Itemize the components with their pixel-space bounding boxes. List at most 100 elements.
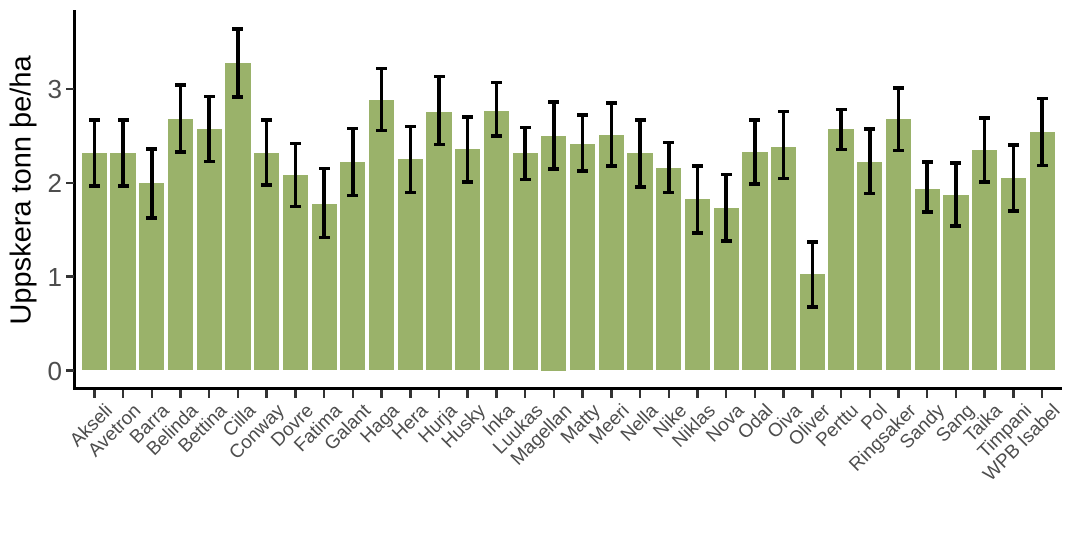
bar-akseli [81, 152, 107, 371]
error-bar-cap-bottom [433, 142, 445, 147]
error-bar-cap-bottom [1036, 163, 1048, 168]
error-bar-cap-top [261, 118, 273, 122]
error-bar-cap-bottom [893, 148, 905, 152]
y-axis-tick [65, 181, 74, 185]
error-bar-line [1011, 144, 1016, 212]
x-axis-tick [265, 389, 268, 398]
y-axis-line [73, 10, 76, 389]
error-bar-line [92, 119, 97, 187]
error-bar-cap-top [462, 115, 474, 119]
y-tick-label: 2 [47, 167, 62, 198]
y-axis-tick [65, 369, 74, 372]
x-axis-tick [466, 389, 469, 398]
x-axis-tick [925, 389, 929, 398]
error-bar-cap-bottom [663, 190, 675, 195]
error-bar-cap-bottom [404, 190, 416, 195]
error-bar-line [839, 108, 843, 151]
error-bar-line [552, 101, 556, 170]
error-bar-line [580, 114, 585, 172]
error-bar-cap-top [88, 118, 100, 122]
bar-magellan [541, 136, 567, 371]
error-bar-line [954, 162, 958, 227]
x-axis-tick [983, 389, 986, 398]
error-bar-cap-top [376, 66, 388, 71]
error-bar-cap-bottom [232, 95, 244, 99]
error-bar-line [293, 142, 298, 208]
error-bar-line [150, 148, 154, 219]
error-bar-cap-top [605, 101, 617, 105]
bar-sandy [914, 188, 940, 371]
error-bar-cap-bottom [749, 182, 761, 186]
error-bar-line [121, 119, 125, 187]
y-axis-tick [65, 87, 74, 91]
error-bar-cap-top [404, 124, 416, 129]
error-bar-line [264, 119, 269, 186]
error-bar-cap-top [663, 140, 675, 145]
bar-nike [656, 167, 682, 371]
y-axis-tick [65, 275, 74, 278]
bar-inka [483, 110, 510, 371]
error-bar-cap-top [691, 164, 703, 168]
error-bar-line [925, 161, 929, 213]
x-axis-tick [236, 389, 240, 398]
error-bar-cap-bottom [691, 231, 703, 235]
error-bar-line [638, 119, 642, 188]
error-bar-line [322, 167, 326, 239]
x-axis-tick [523, 389, 527, 398]
bar-haga [368, 100, 395, 371]
error-bar-cap-top [318, 166, 330, 171]
error-bar-cap-bottom [318, 235, 330, 240]
bar-bettina [196, 129, 222, 371]
bar-ringsaker [885, 119, 912, 371]
error-bar-line [781, 110, 786, 180]
y-tick-label: 3 [47, 74, 62, 105]
bar-avetron [110, 152, 136, 371]
x-axis-tick [667, 389, 670, 398]
error-bar-cap-bottom [778, 176, 790, 181]
error-bar-line [810, 241, 815, 308]
bar-cilla [225, 62, 251, 371]
error-bar-cap-top [433, 74, 445, 79]
error-bar-cap-top [175, 83, 187, 87]
x-axis-tick [581, 389, 584, 398]
error-bar-cap-bottom [175, 150, 187, 154]
bar-matty [570, 143, 596, 371]
error-bar-cap-top [835, 107, 847, 112]
bar-pol [857, 162, 883, 371]
error-bar-line [868, 128, 872, 195]
bar-perttu [828, 129, 854, 371]
y-tick-label: 0 [47, 355, 62, 386]
error-bar-cap-top [1007, 143, 1019, 147]
error-bar-line [494, 81, 499, 137]
x-axis-tick [93, 389, 96, 398]
bar-luukas [512, 152, 538, 371]
x-axis-tick [610, 389, 613, 398]
error-bar-cap-top [577, 113, 589, 117]
error-bar-line [982, 117, 987, 183]
bar-husky [455, 149, 481, 371]
error-bar-cap-bottom [289, 204, 301, 209]
error-bar-cap-top [778, 109, 790, 114]
error-bar-cap-bottom [950, 224, 962, 228]
bar-oiva [771, 147, 797, 371]
error-bar-line [379, 67, 384, 132]
x-axis-tick [1012, 389, 1015, 398]
bar-belinda [167, 119, 194, 371]
error-bar-cap-bottom [835, 147, 847, 152]
x-axis-tick [724, 389, 728, 398]
error-bar-cap-top [548, 100, 560, 104]
bar-odal [742, 151, 768, 371]
error-bar-line [753, 119, 757, 185]
error-bar-cap-top [490, 80, 502, 85]
error-bar-line [351, 127, 355, 197]
x-axis-tick [954, 389, 958, 398]
error-bar-cap-bottom [376, 128, 388, 133]
error-bar-cap-bottom [347, 193, 359, 198]
error-bar-line [408, 125, 413, 194]
x-axis-tick [179, 389, 182, 398]
error-bar-cap-top [232, 27, 244, 31]
x-axis-tick [638, 389, 642, 398]
x-axis-tick [811, 389, 814, 398]
error-bar-cap-bottom [548, 167, 560, 171]
y-tick-label: 1 [47, 261, 62, 292]
